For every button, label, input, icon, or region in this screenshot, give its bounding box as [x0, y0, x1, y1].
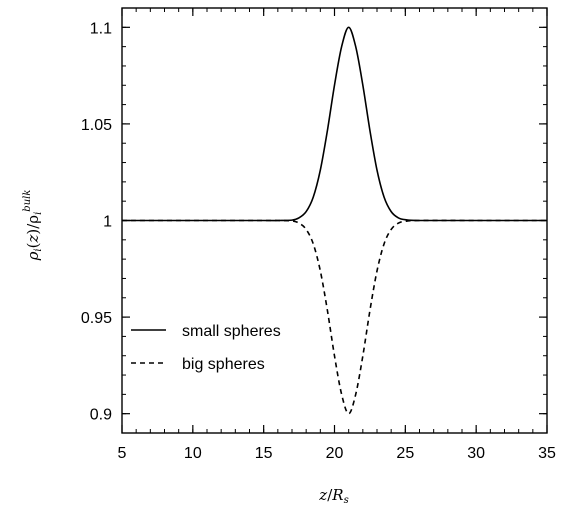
- y-tick-label: 1.05: [81, 117, 112, 134]
- y-tick-label: 1: [103, 214, 112, 231]
- legend-label-big-spheres: big spheres: [182, 356, 265, 373]
- x-tick-label: 20: [326, 445, 344, 462]
- x-tick-label: 5: [118, 445, 127, 462]
- y-tick-label: 0.95: [81, 310, 112, 327]
- x-tick-label: 35: [538, 445, 556, 462]
- legend: small spheres big spheres: [131, 323, 281, 373]
- x-tick-label: 10: [184, 445, 202, 462]
- x-tick-label: 25: [396, 445, 414, 462]
- x-tick-label: 30: [467, 445, 485, 462]
- legend-label-small-spheres: small spheres: [182, 323, 281, 340]
- y-axis-label: ρi(z)/ρibulk: [22, 190, 44, 262]
- plot-frame: [121, 7, 548, 434]
- y-tick-label: 0.9: [90, 407, 112, 424]
- y-tick-labels: 0.9 0.95 1 1.05 1.1: [81, 20, 112, 423]
- x-axis-label: z/Rs: [318, 486, 348, 506]
- x-tick-labels: 5 10 15 20 25 30 35: [118, 445, 556, 462]
- series-line-big-spheres: [122, 219, 547, 415]
- series-layer: [122, 26, 547, 415]
- y-tick-label: 1.1: [90, 20, 112, 37]
- series-line-small-spheres: [122, 26, 547, 222]
- x-tick-label: 15: [255, 445, 273, 462]
